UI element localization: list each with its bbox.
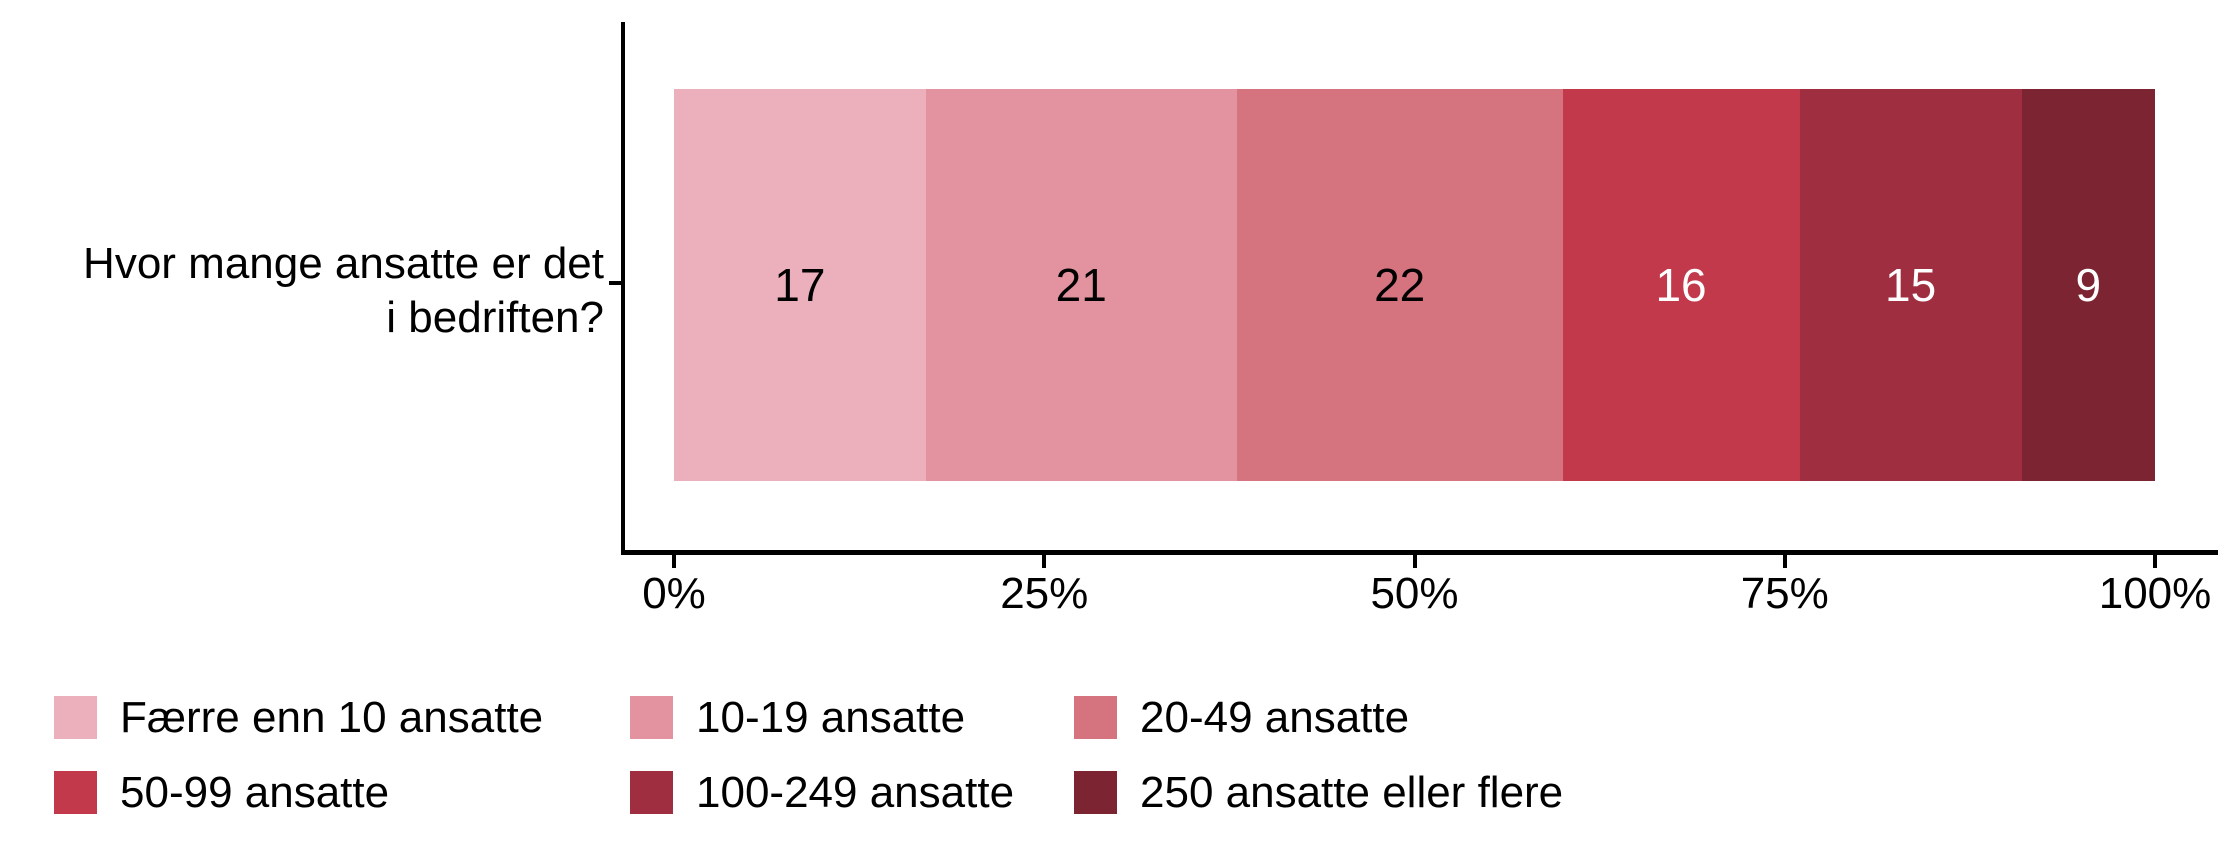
bar-segment-4: 16 [1562, 89, 1800, 481]
legend-label: 100-249 ansatte [696, 767, 1015, 817]
legend-swatch-icon [630, 771, 673, 814]
x-axis-tick-mark [672, 555, 676, 568]
x-axis-line [621, 550, 2218, 555]
bar-segment-value: 17 [774, 259, 826, 311]
x-axis-tick-label: 50% [1370, 569, 1459, 618]
y-axis-category-label: Hvor mange ansatte er det i bedriften? [0, 237, 604, 345]
bar-segment-value: 9 [2075, 259, 2102, 311]
x-axis-tick-label: 0% [642, 569, 706, 618]
bar-segment-3: 22 [1236, 89, 1563, 481]
legend-label: 20-49 ansatte [1140, 692, 1410, 742]
legend-item-3: 20-49 ansatte [1074, 693, 1563, 742]
legend-swatch-icon [54, 696, 97, 739]
x-axis-tick-mark [1412, 555, 1417, 568]
bar-segment-value: 21 [1055, 259, 1107, 311]
legend-item-4: 50-99 ansatte [54, 768, 630, 817]
x-axis-tick-mark [1042, 555, 1047, 568]
legend-label: 250 ansatte eller flere [1140, 767, 1564, 817]
y-axis-category-label-line2: i bedriften? [386, 293, 604, 342]
legend-label: Færre enn 10 ansatte [120, 692, 544, 742]
legend-label: 50-99 ansatte [120, 767, 390, 817]
legend: Færre enn 10 ansatte 10-19 ansatte 20-49 a… [54, 693, 1563, 817]
y-axis-category-label-line1: Hvor mange ansatte er det [83, 239, 604, 288]
bar-segment-5: 15 [1799, 89, 2022, 481]
legend-swatch-icon [1074, 696, 1117, 739]
legend-swatch-icon [54, 771, 97, 814]
legend-item-2: 10-19 ansatte [630, 693, 1074, 742]
bar-segment-6: 9 [2021, 89, 2155, 481]
legend-item-6: 250 ansatte eller flere [1074, 768, 1563, 817]
stacked-bar: 17 21 22 16 15 9 [674, 89, 2155, 481]
legend-item-1: Færre enn 10 ansatte [54, 693, 630, 742]
x-axis-tick-label: 75% [1740, 569, 1829, 618]
legend-swatch-icon [1074, 771, 1117, 814]
bar-segment-value: 15 [1885, 259, 1937, 311]
bar-segment-value: 22 [1374, 259, 1426, 311]
x-axis-tick-label: 25% [1000, 569, 1089, 618]
bar-segment-1: 17 [674, 89, 926, 481]
x-axis-ticks: 0% 25% 50% 75% 100% [642, 555, 2211, 645]
bar-segment-2: 21 [925, 89, 1237, 481]
y-axis-line [621, 22, 625, 554]
legend-item-5: 100-249 ansatte [630, 768, 1074, 817]
legend-swatch-icon [630, 696, 673, 739]
x-axis-tick-label: 100% [2098, 569, 2212, 618]
bar-segment-value: 16 [1655, 259, 1707, 311]
legend-label: 10-19 ansatte [696, 692, 966, 742]
y-axis-tick [609, 281, 621, 285]
x-axis-tick-mark [2153, 555, 2157, 568]
x-axis-tick-mark [1782, 555, 1787, 568]
